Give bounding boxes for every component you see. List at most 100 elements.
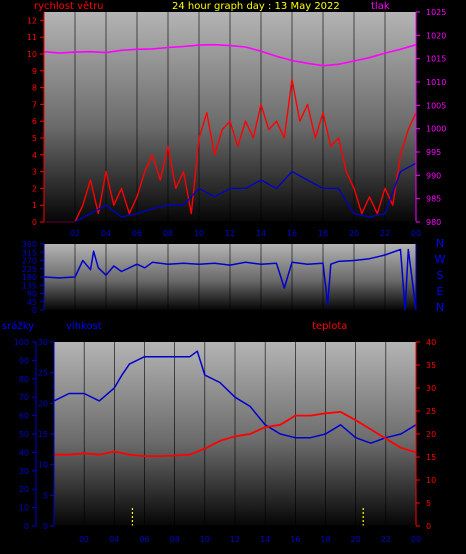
wind-pressure-axes: 02 04 06 08 10 12 14 16 18 20 22 000123456789101112… xyxy=(27,8,447,238)
temperature-tick-label: 10 xyxy=(426,476,436,485)
humidity-line xyxy=(53,350,417,444)
wind-average-line xyxy=(44,162,417,223)
pressure-tick-label: 985 xyxy=(426,195,441,204)
temperature-tick-label: 40 xyxy=(426,338,436,347)
precipitation-tick-label: 20 xyxy=(38,399,48,408)
x-tick-label: 02 xyxy=(79,535,89,544)
temperature-tick-label: 25 xyxy=(426,407,436,416)
humidity-tick-label: 70 xyxy=(19,393,29,402)
x-tick-label: 04 xyxy=(109,535,119,544)
temperature-tick-label: 35 xyxy=(426,361,436,370)
wind-speed-tick-label: 5 xyxy=(32,134,37,143)
wind-speed-tick-label: 1 xyxy=(32,201,37,210)
x-tick-label: 06 xyxy=(132,229,142,238)
wind-speed-tick-label: 4 xyxy=(32,151,37,160)
pressure-tick-label: 995 xyxy=(426,148,441,157)
wind-direction-tick-label: 0 xyxy=(32,306,37,315)
pressure-tick-label: 1005 xyxy=(426,101,446,110)
wind-speed-tick-label: 7 xyxy=(32,100,37,109)
x-tick-label: 20 xyxy=(351,535,361,544)
wind-speed-tick-label: 8 xyxy=(32,84,37,93)
humidity-axis-label: vlhkost xyxy=(66,321,102,332)
wind-speed-tick-label: 10 xyxy=(27,50,37,59)
precipitation-tick-label: 15 xyxy=(38,430,48,439)
pressure-tick-label: 1020 xyxy=(426,31,446,40)
x-tick-label: 02 xyxy=(70,229,80,238)
humidity-tick-label: 40 xyxy=(19,448,29,457)
x-tick-label: 10 xyxy=(200,535,210,544)
wind-speed-tick-label: 2 xyxy=(32,184,37,193)
wind-speed-tick-label: 0 xyxy=(32,218,37,227)
temperature-tick-label: 5 xyxy=(426,499,431,508)
precipitation-axis-label: srážky xyxy=(2,320,34,332)
pressure-tick-label: 1010 xyxy=(426,78,446,87)
wind-direction-tick-label: 315 xyxy=(22,248,37,257)
wind-direction-tick-label: 225 xyxy=(22,265,37,274)
wind-direction-tick-label: 45 xyxy=(27,298,37,307)
pressure-tick-label: 980 xyxy=(426,218,441,227)
x-tick-label: 12 xyxy=(225,229,235,238)
wind-direction-tick-label: 90 xyxy=(27,290,37,299)
pressure-tick-label: 990 xyxy=(426,171,441,180)
humidity-tick-label: 30 xyxy=(19,467,29,476)
precipitation-tick-label: 25 xyxy=(38,369,48,378)
x-tick-label: 18 xyxy=(320,535,330,544)
humidity-tick-label: 90 xyxy=(19,356,29,365)
compass-label: N xyxy=(436,301,444,314)
wind-speed-tick-label: 3 xyxy=(32,168,37,177)
temperature-tick-label: 15 xyxy=(426,453,436,462)
humidity-tick-label: 20 xyxy=(19,485,29,494)
wind-direction-tick-label: 180 xyxy=(22,273,37,282)
humidity-temperature-axes: 02 04 06 08 10 12 14 16 18 20 22 000102030405060708… xyxy=(14,338,436,544)
wind-speed-tick-label: 6 xyxy=(32,117,37,126)
x-tick-label: 04 xyxy=(101,229,111,238)
wind-direction-tick-label: 270 xyxy=(22,257,37,266)
x-tick-label: 14 xyxy=(256,229,266,238)
temperature-tick-label: 20 xyxy=(426,430,436,439)
wind-direction-line xyxy=(43,248,417,311)
pressure-tick-label: 1025 xyxy=(426,8,446,17)
humidity-temperature-series xyxy=(53,350,417,526)
humidity-tick-label: 10 xyxy=(19,504,29,513)
x-tick-label: 00 xyxy=(411,229,421,238)
temperature-line xyxy=(54,411,417,457)
wind-speed-tick-label: 11 xyxy=(27,33,37,42)
temperature-tick-label: 0 xyxy=(426,522,431,531)
pressure-tick-label: 1000 xyxy=(426,125,446,134)
compass-label: W xyxy=(435,253,446,266)
x-tick-label: 06 xyxy=(139,535,149,544)
x-tick-label: 00 xyxy=(411,535,421,544)
precipitation-tick-label: 30 xyxy=(38,338,48,347)
compass-label: S xyxy=(437,269,444,282)
x-tick-label: 16 xyxy=(290,535,300,544)
x-tick-label: 22 xyxy=(380,229,390,238)
x-tick-label: 20 xyxy=(349,229,359,238)
precipitation-tick-label: 10 xyxy=(38,461,48,470)
pressure-axis-label: tlak xyxy=(371,1,390,12)
chart-title: 24 hour graph day : 13 May 2022 xyxy=(172,1,340,12)
temperature-tick-label: 30 xyxy=(426,384,436,393)
x-tick-label: 08 xyxy=(170,535,180,544)
humidity-tick-label: 80 xyxy=(19,375,29,384)
humidity-tick-label: 100 xyxy=(14,338,29,347)
compass-label: E xyxy=(437,285,444,298)
wind-pressure-series xyxy=(43,43,417,223)
x-tick-label: 10 xyxy=(194,229,204,238)
wind-direction-tick-label: 135 xyxy=(22,281,37,290)
wind-speed-axis-label: rychlost větru xyxy=(34,0,104,12)
pressure-line xyxy=(43,43,417,67)
wind-gust-line xyxy=(44,78,417,223)
precipitation-tick-label: 5 xyxy=(43,491,48,500)
humidity-tick-label: 60 xyxy=(19,412,29,421)
pressure-tick-label: 1015 xyxy=(426,55,446,64)
humidity-temperature-grid xyxy=(83,342,417,526)
compass-label: N xyxy=(436,237,444,250)
humidity-tick-label: 0 xyxy=(24,522,29,531)
x-tick-label: 22 xyxy=(381,535,391,544)
humidity-tick-label: 50 xyxy=(19,430,29,439)
x-tick-label: 12 xyxy=(230,535,240,544)
x-tick-label: 16 xyxy=(287,229,297,238)
